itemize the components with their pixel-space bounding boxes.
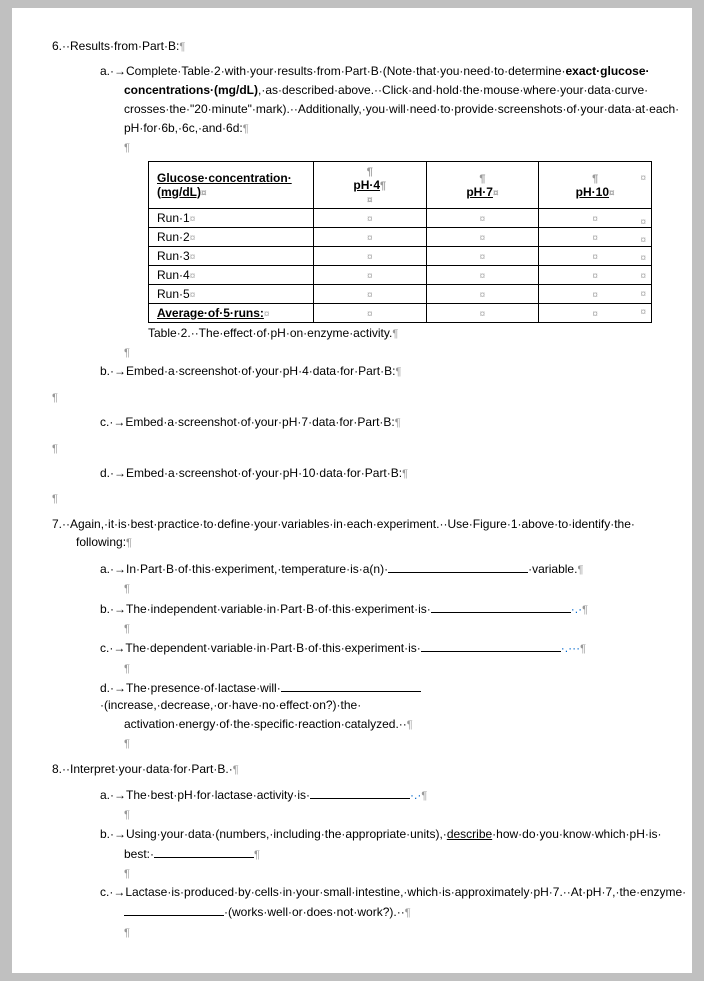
q8c-blank[interactable] <box>124 903 224 916</box>
q8c-text2: ·(works·well·or·does·not·work?).·· <box>224 905 405 919</box>
q8b-under: describe <box>447 827 492 841</box>
q7-h2-text: following: <box>76 535 126 549</box>
q6c: c.·→Embed·a·screenshot·of·your·pH·7·data… <box>100 414 652 431</box>
q6c-text: c.·→Embed·a·screenshot·of·your·pH·7·data… <box>100 415 395 429</box>
q6a-bold1: exact·glucose· <box>565 64 649 78</box>
q6-heading: 6.··Results·from·Part·B: <box>52 38 652 55</box>
q7-heading: 7.··Again,·it·is·best·practice·to·define… <box>52 516 652 533</box>
q7-heading2: following: <box>76 534 652 551</box>
q6a-line1: a.·→Complete·Table·2·with·your·results·f… <box>100 63 652 80</box>
th-glucose-l2: (mg/dL) <box>157 185 201 199</box>
q7b-text: b.·→The·independent·variable·in·Part·B·o… <box>100 602 431 616</box>
q6a-l3-text: crosses·the·"20·minute"·mark).··Addition… <box>124 102 679 116</box>
table-row: Run·1 <box>149 208 652 227</box>
q8b-l2: best:· <box>124 845 652 863</box>
table-row: Run·2 <box>149 227 652 246</box>
q7b-br <box>124 620 652 637</box>
q7d: d.·→The·presence·of·lactase·will· ·(incre… <box>100 679 652 714</box>
q6a-blank <box>124 139 652 156</box>
q8c-text: c.·→Lactase·is·produced·by·cells·in·your… <box>100 885 686 899</box>
q6d-text: d.·→Embed·a·screenshot·of·your·pH·10·dat… <box>100 466 402 480</box>
blank-6d <box>52 490 652 507</box>
document-page: 6.··Results·from·Part·B: a.·→Complete·Ta… <box>12 8 692 973</box>
table-caption: Table·2.··The·effect·of·pH·on·enzyme·act… <box>148 325 652 342</box>
th-ph4: pH·4 <box>313 161 426 208</box>
q8b-text3: best:· <box>124 847 154 861</box>
q6b-text: b.·→Embed·a·screenshot·of·your·pH·4·data… <box>100 364 395 378</box>
q6b: b.·→Embed·a·screenshot·of·your·pH·4·data… <box>100 363 652 380</box>
q6d: d.·→Embed·a·screenshot·of·your·pH·10·dat… <box>100 465 652 482</box>
th-ph4-text: pH·4 <box>353 178 380 192</box>
q8a: a.·→The·best·pH·for·lactase·activity·is·… <box>100 786 652 804</box>
q6a-line4: pH·for·6b,·6c,·and·6d: <box>124 120 652 137</box>
th-ph10: pH·10 <box>539 161 652 208</box>
q6a-l2b-text: ,·as·described·above.··Click·and·hold·th… <box>258 83 648 97</box>
q7c: c.·→The·dependent·variable·in·Part·B·of·… <box>100 639 652 657</box>
q7d-text: d.·→The·presence·of·lactase·will· <box>100 681 281 695</box>
q7d-text2: ·(increase,·decrease,·or·have·no·effect·… <box>100 698 361 712</box>
q6a-line2: concentrations·(mg/dL),·as·described·abo… <box>124 82 652 99</box>
q6a-line3: crosses·the·"20·minute"·mark).··Addition… <box>124 101 652 118</box>
avg-label: Average·of·5·runs: <box>157 306 264 320</box>
th-ph10-text: pH·10 <box>576 185 609 199</box>
q8c: c.·→Lactase·is·produced·by·cells·in·your… <box>100 884 652 901</box>
q7b: b.·→The·independent·variable·in·Part·B·o… <box>100 600 652 618</box>
q8b-text2: ·how·do·you·know·which·pH·is· <box>492 827 661 841</box>
row3-label: Run·3 <box>157 249 190 263</box>
th-ph7-text: pH·7 <box>466 185 493 199</box>
row4-label: Run·4 <box>157 268 190 282</box>
q6a-l2-text: concentrations·(mg/dL) <box>124 83 258 97</box>
q7c-blank[interactable] <box>421 639 561 652</box>
row1-label: Run·1 <box>157 211 190 225</box>
q8b-blank[interactable] <box>154 845 254 858</box>
th-ph7: pH·7 <box>426 161 539 208</box>
q7c-br <box>124 660 652 677</box>
q8c-l2: ·(works·well·or·does·not·work?).·· <box>124 903 652 921</box>
q7d-text3: activation·energy·of·the·specific·reacti… <box>124 717 407 731</box>
q7a-blank[interactable] <box>388 560 528 573</box>
q7a-text2: ·variable. <box>528 562 577 576</box>
q7b-blank[interactable] <box>431 600 571 613</box>
q8b: b.·→Using·your·data·(numbers,·including·… <box>100 826 652 843</box>
table-row: Run·4 <box>149 265 652 284</box>
q6a-l1-text: a.·→Complete·Table·2·with·your·results·f… <box>100 64 565 78</box>
post-table-blank <box>124 344 652 361</box>
blank-6b <box>52 389 652 406</box>
q7-h-text: 7.··Again,·it·is·best·practice·to·define… <box>52 517 635 531</box>
table-avg-row: Average·of·5·runs: <box>149 303 652 322</box>
q8a-text: a.·→The·best·pH·for·lactase·activity·is· <box>100 788 310 802</box>
table-row: Run·5 <box>149 284 652 303</box>
q6a-l4-text: pH·for·6b,·6c,·and·6d: <box>124 121 243 135</box>
blank-6c <box>52 440 652 457</box>
q7a-br <box>124 580 652 597</box>
q8a-blank[interactable] <box>310 786 410 799</box>
caption-text: Table·2.··The·effect·of·pH·on·enzyme·act… <box>148 326 392 340</box>
q8b-text: b.·→Using·your·data·(numbers,·including·… <box>100 827 447 841</box>
table-row: Run·3 <box>149 246 652 265</box>
q7a-text: a.·→In·Part·B·of·this·experiment,·temper… <box>100 562 388 576</box>
glucose-table: Glucose·concentration· (mg/dL) pH·4 pH·7… <box>148 161 652 323</box>
q8b-br <box>124 865 652 882</box>
row5-label: Run·5 <box>157 287 190 301</box>
row2-label: Run·2 <box>157 230 190 244</box>
q7d-l2: activation·energy·of·the·specific·reacti… <box>124 716 652 733</box>
q7d-br <box>124 735 652 752</box>
q8-h-text: 8.··Interpret·your·data·for·Part·B.· <box>52 762 233 776</box>
q7a: a.·→In·Part·B·of·this·experiment,·temper… <box>100 560 652 578</box>
q8c-br <box>124 924 652 941</box>
q6-heading-text: 6.··Results·from·Part·B: <box>52 39 179 53</box>
q7d-blank[interactable] <box>281 679 421 692</box>
q8-heading: 8.··Interpret·your·data·for·Part·B.· <box>52 761 652 778</box>
table-header-row: Glucose·concentration· (mg/dL) pH·4 pH·7… <box>149 161 652 208</box>
q8a-br <box>124 806 652 823</box>
th-glucose-l1: Glucose·concentration· <box>157 171 292 185</box>
th-glucose: Glucose·concentration· (mg/dL) <box>149 161 314 208</box>
q7c-text: c.·→The·dependent·variable·in·Part·B·of·… <box>100 641 421 655</box>
